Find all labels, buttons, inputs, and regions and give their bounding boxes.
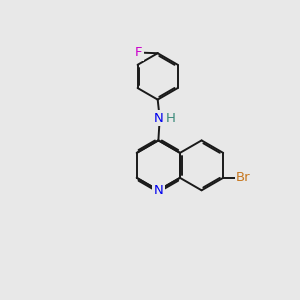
- Text: H: H: [166, 112, 176, 125]
- Text: F: F: [135, 46, 142, 59]
- Text: N: N: [154, 184, 163, 197]
- Text: N: N: [154, 112, 164, 125]
- Text: Br: Br: [236, 171, 251, 184]
